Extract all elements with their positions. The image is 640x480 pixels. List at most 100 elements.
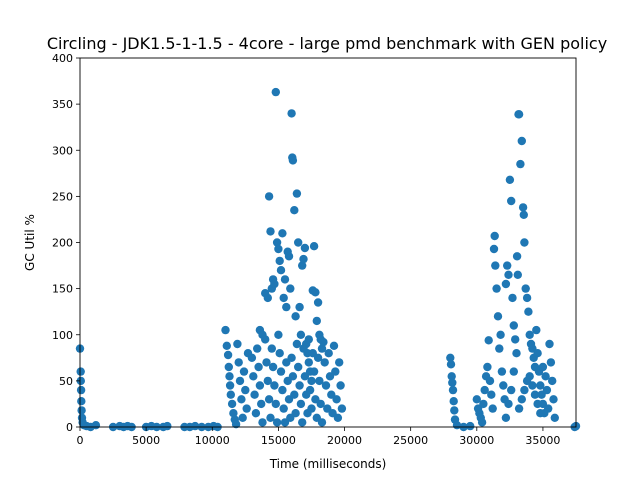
data-point: [448, 378, 457, 387]
data-point: [309, 367, 319, 376]
chart-title: Circling - JDK1.5-1-1.5 - 4core - large …: [47, 34, 607, 53]
data-point: [512, 349, 521, 358]
data-point: [278, 385, 287, 395]
data-point: [241, 385, 250, 395]
data-point: [448, 385, 458, 395]
data-point: [272, 418, 282, 427]
data-point: [294, 362, 303, 372]
x-tick-label: 15000: [261, 434, 296, 447]
data-point: [485, 376, 495, 386]
y-axis-label: GC Util %: [23, 214, 37, 271]
data-point: [299, 344, 308, 353]
data-point: [538, 362, 548, 372]
data-point: [261, 335, 270, 344]
data-point: [320, 358, 329, 367]
data-point: [449, 397, 458, 406]
data-point: [291, 312, 300, 321]
data-point: [324, 349, 333, 358]
data-point: [333, 413, 343, 422]
data-point: [337, 404, 347, 413]
y-tick-label: 350: [52, 98, 73, 111]
data-point: [546, 358, 556, 367]
data-point: [270, 279, 279, 289]
data-point: [489, 244, 499, 254]
data-point: [280, 275, 290, 284]
data-point: [496, 330, 505, 339]
data-point: [490, 231, 499, 241]
data-point: [505, 175, 515, 184]
data-point: [225, 372, 234, 381]
data-point: [514, 110, 524, 119]
data-point: [231, 420, 241, 429]
data-point: [292, 189, 302, 198]
data-point: [499, 381, 508, 390]
data-point: [509, 367, 518, 376]
data-point: [517, 136, 526, 146]
data-point: [275, 349, 284, 358]
data-point: [229, 409, 238, 418]
data-point: [522, 293, 532, 303]
y-tick-label: 400: [52, 52, 73, 65]
data-point: [275, 256, 284, 266]
data-point: [263, 293, 272, 303]
data-point: [524, 307, 533, 316]
data-point: [313, 353, 323, 362]
y-tick-label: 250: [52, 190, 73, 203]
data-point: [520, 385, 529, 395]
data-point: [487, 390, 496, 399]
data-point: [247, 353, 257, 362]
data-point: [270, 381, 279, 390]
data-point: [225, 381, 235, 390]
data-point: [493, 312, 503, 321]
data-point: [491, 261, 500, 270]
data-point: [76, 385, 86, 395]
data-point: [329, 341, 339, 350]
data-point: [304, 358, 313, 367]
data-point: [268, 362, 278, 372]
data-point: [466, 421, 475, 431]
data-point: [282, 302, 291, 312]
data-point: [300, 243, 310, 253]
data-point: [517, 395, 526, 404]
data-point: [279, 404, 288, 413]
data-point: [274, 244, 283, 254]
data-point: [518, 203, 528, 212]
data-point: [271, 87, 280, 97]
data-point: [533, 399, 542, 409]
y-tick-label: 0: [66, 421, 73, 434]
data-point: [242, 404, 251, 413]
data-point: [317, 344, 327, 353]
data-point: [480, 385, 489, 395]
data-point: [472, 395, 481, 404]
data-point: [279, 293, 288, 303]
data-point: [321, 381, 331, 390]
data-point: [282, 358, 291, 367]
data-point: [519, 210, 528, 219]
x-tick-label: 5000: [132, 434, 160, 447]
data-point: [332, 395, 341, 404]
data-point: [533, 349, 542, 358]
data-point: [508, 293, 517, 303]
data-point: [446, 353, 455, 362]
data-point: [222, 341, 231, 350]
data-point: [249, 372, 258, 381]
y-tick-label: 150: [52, 283, 73, 296]
data-point: [544, 404, 553, 413]
data-point: [501, 413, 511, 422]
data-point: [520, 238, 529, 247]
data-point: [263, 376, 272, 386]
data-point: [335, 358, 344, 367]
data-point: [264, 395, 274, 404]
data-point: [226, 390, 235, 399]
x-tick-label: 30000: [459, 434, 494, 447]
data-point: [254, 362, 263, 372]
data-point: [548, 376, 557, 386]
data-point: [266, 413, 275, 422]
data-point: [251, 409, 261, 418]
data-point: [516, 159, 525, 169]
data-point: [504, 270, 513, 279]
x-tick-label: 10000: [195, 434, 230, 447]
x-tick-label: 20000: [327, 434, 362, 447]
data-point: [276, 367, 286, 376]
